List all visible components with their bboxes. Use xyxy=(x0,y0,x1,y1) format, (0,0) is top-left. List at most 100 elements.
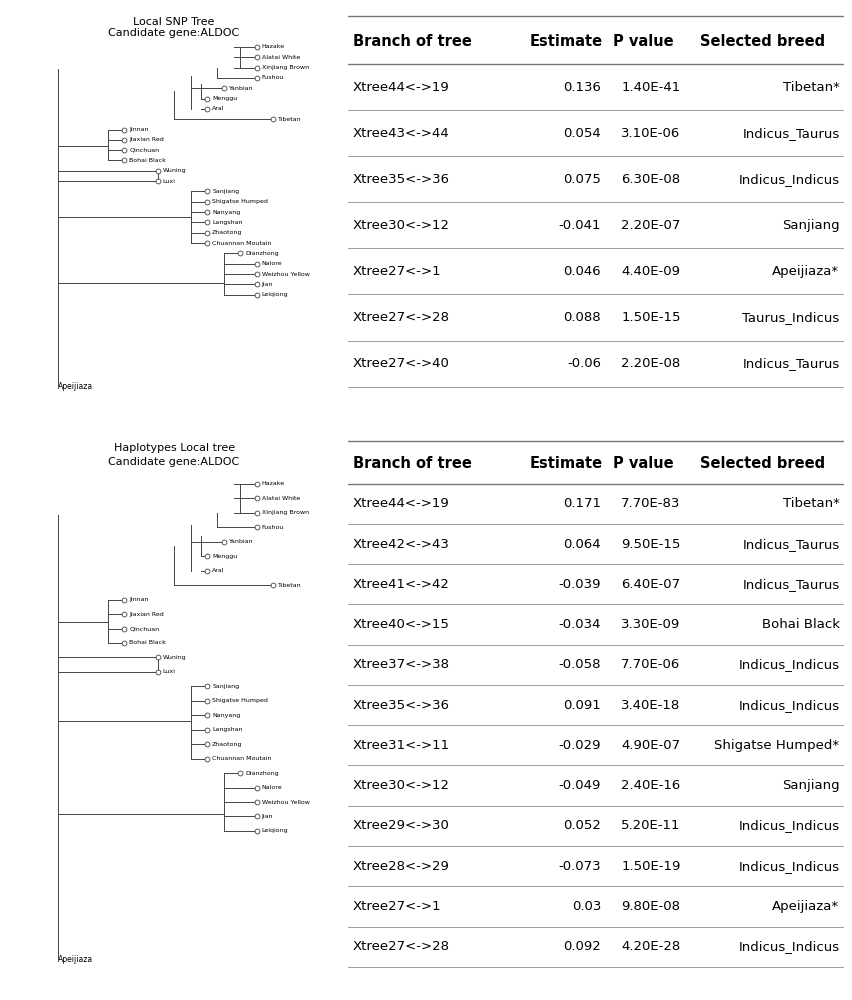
Text: Hazake: Hazake xyxy=(262,44,285,49)
Text: Menggu: Menggu xyxy=(212,554,237,559)
Text: 9.80E-08: 9.80E-08 xyxy=(621,900,680,913)
Text: Indicus_Taurus: Indicus_Taurus xyxy=(741,127,838,140)
Text: -0.029: -0.029 xyxy=(558,739,601,752)
Text: Estimate: Estimate xyxy=(529,456,602,471)
Text: Leiqiong: Leiqiong xyxy=(262,828,288,833)
Text: Leiqiong: Leiqiong xyxy=(262,292,288,297)
Text: 7.70E-06: 7.70E-06 xyxy=(620,658,680,671)
Text: Dianzhong: Dianzhong xyxy=(245,251,279,256)
Text: Chuannan Moutain: Chuannan Moutain xyxy=(212,756,271,761)
Text: 1.50E-19: 1.50E-19 xyxy=(620,860,680,873)
Text: Xtree31<->11: Xtree31<->11 xyxy=(353,739,450,752)
Text: 0.136: 0.136 xyxy=(562,81,601,94)
Text: Yanbian: Yanbian xyxy=(228,86,253,91)
Text: Langshan: Langshan xyxy=(212,220,242,225)
Text: Aral: Aral xyxy=(212,106,224,111)
Text: Langshan: Langshan xyxy=(212,727,242,732)
Text: 0.054: 0.054 xyxy=(562,127,601,140)
Text: Shigatse Humped: Shigatse Humped xyxy=(212,698,268,703)
Text: 6.40E-07: 6.40E-07 xyxy=(621,578,680,591)
Text: 0.088: 0.088 xyxy=(563,311,601,324)
Text: Zhaotong: Zhaotong xyxy=(212,742,242,747)
Text: Xtree42<->43: Xtree42<->43 xyxy=(353,538,449,551)
Text: Xtree30<->12: Xtree30<->12 xyxy=(353,779,449,792)
Text: Estimate: Estimate xyxy=(529,34,602,49)
Text: Jian: Jian xyxy=(262,814,273,819)
Text: Taurus_Indicus: Taurus_Indicus xyxy=(741,311,838,324)
Text: Candidate gene:ALDOC: Candidate gene:ALDOC xyxy=(108,28,239,38)
Text: Xtree30<->12: Xtree30<->12 xyxy=(353,219,449,232)
Text: 1.40E-41: 1.40E-41 xyxy=(620,81,680,94)
Text: 4.90E-07: 4.90E-07 xyxy=(621,739,680,752)
Text: 3.10E-06: 3.10E-06 xyxy=(620,127,680,140)
Text: Xtree41<->42: Xtree41<->42 xyxy=(353,578,449,591)
Text: Wuning: Wuning xyxy=(162,168,186,173)
Text: 0.171: 0.171 xyxy=(562,497,601,510)
Text: Yanbian: Yanbian xyxy=(228,539,253,544)
Text: 2.20E-07: 2.20E-07 xyxy=(620,219,680,232)
Text: Tibetan*: Tibetan* xyxy=(782,497,838,510)
Text: 7.70E-83: 7.70E-83 xyxy=(620,497,680,510)
Text: 4.40E-09: 4.40E-09 xyxy=(621,265,680,278)
Text: -0.034: -0.034 xyxy=(558,618,601,631)
Text: Xtree43<->44: Xtree43<->44 xyxy=(353,127,449,140)
Text: Jinnan: Jinnan xyxy=(130,127,149,132)
Text: -0.058: -0.058 xyxy=(558,658,601,671)
Text: Sanjiang: Sanjiang xyxy=(212,684,239,689)
Text: 0.092: 0.092 xyxy=(562,940,601,953)
Text: -0.06: -0.06 xyxy=(567,357,601,370)
Text: P value: P value xyxy=(613,34,673,49)
Text: 0.091: 0.091 xyxy=(562,699,601,712)
Text: Alatai White: Alatai White xyxy=(262,55,300,60)
Text: Apeijiaza: Apeijiaza xyxy=(58,955,93,964)
Text: -0.041: -0.041 xyxy=(558,219,601,232)
Text: Xtree27<->1: Xtree27<->1 xyxy=(353,265,441,278)
Text: Indicus_Indicus: Indicus_Indicus xyxy=(738,699,838,712)
Text: 6.30E-08: 6.30E-08 xyxy=(621,173,680,186)
Text: Sanjiang: Sanjiang xyxy=(781,219,838,232)
Text: Jian: Jian xyxy=(262,282,273,287)
Text: Alatai White: Alatai White xyxy=(262,496,300,501)
Text: Jinnan: Jinnan xyxy=(130,597,149,602)
Text: 4.20E-28: 4.20E-28 xyxy=(620,940,680,953)
Text: Indicus_Taurus: Indicus_Taurus xyxy=(741,357,838,370)
Text: Xtree44<->19: Xtree44<->19 xyxy=(353,81,449,94)
Text: Weizhou Yellow: Weizhou Yellow xyxy=(262,800,309,805)
Text: Qinchuan: Qinchuan xyxy=(130,148,159,153)
Text: Xtree28<->29: Xtree28<->29 xyxy=(353,860,449,873)
Text: Wuning: Wuning xyxy=(162,655,186,660)
Text: Xtree35<->36: Xtree35<->36 xyxy=(353,699,449,712)
Text: Menggu: Menggu xyxy=(212,96,237,101)
Text: Xtree35<->36: Xtree35<->36 xyxy=(353,173,449,186)
Text: Sanjiang: Sanjiang xyxy=(781,779,838,792)
Text: Nalore: Nalore xyxy=(262,261,282,266)
Text: Nanyang: Nanyang xyxy=(212,210,240,215)
Text: Xtree44<->19: Xtree44<->19 xyxy=(353,497,449,510)
Text: Jiaxian Red: Jiaxian Red xyxy=(130,612,164,617)
Text: Xtree40<->15: Xtree40<->15 xyxy=(353,618,449,631)
Text: Selected breed: Selected breed xyxy=(699,456,824,471)
Text: Fushou: Fushou xyxy=(262,75,284,80)
Text: Luxi: Luxi xyxy=(162,669,176,674)
Text: Apeijiaza*: Apeijiaza* xyxy=(771,265,838,278)
Text: Zhaotong: Zhaotong xyxy=(212,230,242,235)
Text: -0.073: -0.073 xyxy=(558,860,601,873)
Text: Shigatse Humped: Shigatse Humped xyxy=(212,199,268,204)
Text: -0.049: -0.049 xyxy=(558,779,601,792)
Text: Selected breed: Selected breed xyxy=(699,34,824,49)
Text: Indicus_Indicus: Indicus_Indicus xyxy=(738,173,838,186)
Text: Indicus_Indicus: Indicus_Indicus xyxy=(738,819,838,832)
Text: 9.50E-15: 9.50E-15 xyxy=(620,538,680,551)
Text: Luxi: Luxi xyxy=(162,179,176,184)
Text: Tibetan: Tibetan xyxy=(278,583,302,588)
Text: Bohai Black: Bohai Black xyxy=(130,640,166,645)
Text: Tibetan: Tibetan xyxy=(278,117,302,122)
Text: Xtree27<->1: Xtree27<->1 xyxy=(353,900,441,913)
Text: Local SNP Tree: Local SNP Tree xyxy=(133,17,215,27)
Text: Indicus_Indicus: Indicus_Indicus xyxy=(738,658,838,671)
Text: Xinjiang Brown: Xinjiang Brown xyxy=(262,510,308,515)
Text: Apeijiaza*: Apeijiaza* xyxy=(771,900,838,913)
Text: Candidate gene:ALDOC: Candidate gene:ALDOC xyxy=(108,457,239,467)
Text: Nanyang: Nanyang xyxy=(212,713,240,718)
Text: Nalore: Nalore xyxy=(262,785,282,790)
